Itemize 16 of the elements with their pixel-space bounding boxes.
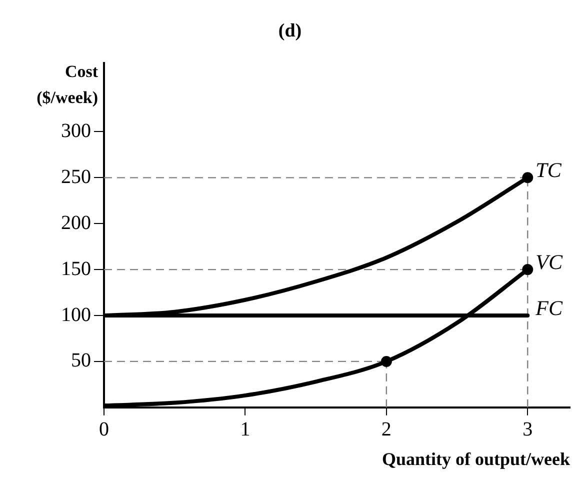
x-tick-label: 1 (240, 418, 250, 441)
y-axis-title: Cost ($/week) (36, 62, 98, 107)
y-tick-label: 200 (61, 212, 91, 234)
x-tick-label: 0 (99, 418, 109, 441)
y-tick-label: 250 (61, 166, 91, 188)
series-label: FC (534, 296, 564, 320)
chart-title: (d) (278, 20, 302, 42)
y-tick-label: 150 (61, 258, 91, 280)
y-tick-label: 50 (71, 350, 91, 372)
x-axis-title: Quantity of output/week (382, 448, 570, 469)
series-label: VC (536, 250, 564, 274)
y-tick-label: 100 (61, 304, 91, 326)
x-tick-label: 3 (522, 418, 533, 441)
series-label: TC (536, 158, 562, 182)
y-tick-label: 300 (61, 120, 91, 142)
x-tick-label: 2 (381, 418, 392, 441)
